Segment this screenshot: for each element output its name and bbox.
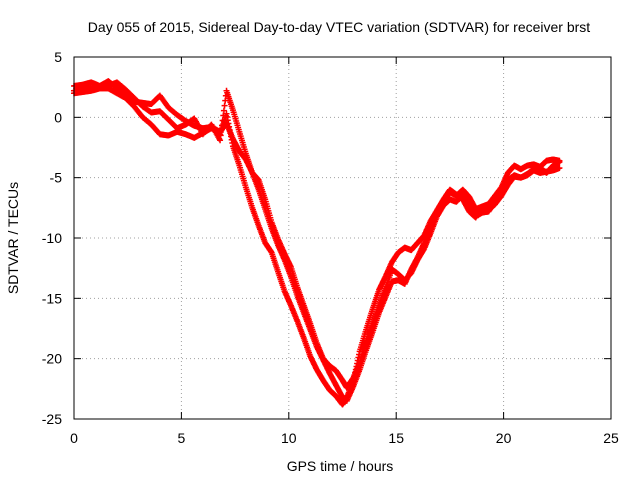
data-point [556,165,563,172]
x-tick-label: 0 [70,430,78,446]
data-points [71,78,563,408]
x-tick-label: 5 [178,430,186,446]
y-tick-label: -20 [42,351,62,367]
y-tick-label: -25 [42,411,62,427]
x-tick-label: 10 [281,430,297,446]
x-axis-label: GPS time / hours [287,458,394,474]
y-tick-label: 0 [54,109,62,125]
y-axis-label: SDTVAR / TECUs [5,182,21,294]
y-tick-label: -15 [42,290,62,306]
x-tick-label: 15 [388,430,404,446]
chart-title: Day 055 of 2015, Sidereal Day-to-day VTE… [88,19,590,35]
plot-frame [73,56,612,420]
data-point [556,157,563,164]
y-tick-label: -10 [42,230,62,246]
x-tick-label: 25 [603,430,619,446]
grid-lines [74,57,611,419]
axis-tick-labels: 0 5 10 15 20 25 -25 -20 -15 -10 -5 0 5 [42,49,619,446]
y-tick-label: 5 [54,49,62,65]
y-tick-label: -5 [50,170,63,186]
x-tick-label: 20 [496,430,512,446]
